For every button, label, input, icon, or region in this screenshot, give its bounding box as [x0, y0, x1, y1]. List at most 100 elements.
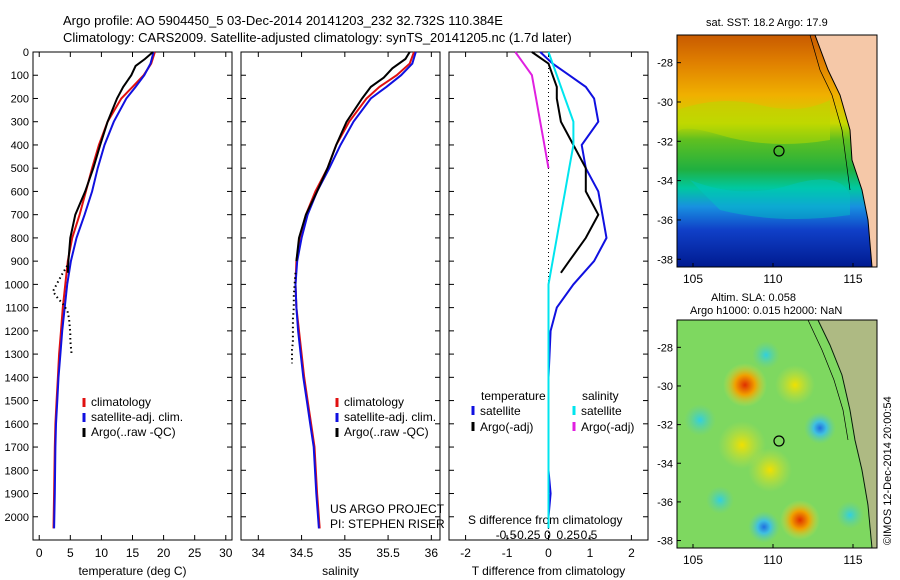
- y-tick-label: 200: [11, 93, 29, 105]
- y-tick-label: 1200: [5, 326, 29, 338]
- temperature-legend: climatology satellite-adj. clim. Argo(..…: [82, 395, 183, 439]
- y-tick-label: 1700: [5, 442, 29, 454]
- map-y-tick-label: -32: [657, 420, 673, 432]
- map-y-tick-label: -36: [657, 497, 673, 509]
- x-tick-label: 10: [95, 546, 109, 560]
- x-axis-label: T difference from climatology: [472, 564, 626, 578]
- s-difference-tick-labels: -0.5-0.25 0 0.25 0.5: [496, 528, 598, 542]
- y-tick-label: 700: [11, 210, 29, 222]
- map-y-tick-label: -38: [657, 254, 673, 266]
- s-diff-tick-label: -0.25: [513, 528, 541, 542]
- pi-label: PI: STEPHEN RISER: [330, 517, 445, 531]
- sla-land: [818, 320, 877, 548]
- y-tick-label: 2000: [5, 512, 29, 524]
- x-tick-label: 0: [545, 546, 552, 560]
- sla-low-blob: [684, 404, 716, 436]
- sst-argo-marker: [773, 145, 785, 157]
- sla-map-frame: [676, 319, 878, 549]
- salinity-panel: [240, 51, 441, 541]
- s-diff-tick-label: -0.5: [496, 528, 517, 542]
- x-axis-label: temperature (deg C): [78, 564, 186, 578]
- y-tick-label: 100: [11, 70, 29, 82]
- x-tick-label: 5: [67, 546, 74, 560]
- project-label: US ARGO PROJECT: [330, 502, 445, 516]
- y-tick-label: 300: [11, 117, 29, 129]
- legend-label-climatology: climatology: [91, 395, 151, 409]
- x-tick-label: 34.5: [290, 546, 314, 560]
- y-tick-label: 1400: [5, 372, 29, 384]
- y-tick-label: 900: [11, 256, 29, 268]
- sst-front: [690, 179, 850, 219]
- s-diff-tick-label: 0: [544, 528, 551, 542]
- y-tick-label: 1300: [5, 349, 29, 361]
- temperature-plot-frame: [32, 51, 233, 541]
- series-line: [294, 51, 417, 529]
- map-x-tick-label: 115: [843, 553, 862, 567]
- map-y-tick-label: -38: [657, 536, 673, 548]
- sst-warm-band: [677, 100, 830, 144]
- y-tick-label: 1500: [5, 396, 29, 408]
- series-line: [51, 265, 73, 355]
- x-axis-label: salinity: [322, 564, 359, 578]
- x-tick-label: 34: [252, 546, 266, 560]
- temperature-panel: [32, 51, 233, 541]
- y-tick-label: 1100: [5, 303, 29, 315]
- x-tick-label: 36: [425, 546, 439, 560]
- legend-heading-temperature: temperature: [481, 389, 546, 403]
- sla-low-blob: [836, 501, 864, 529]
- y-tick-label: 1600: [5, 419, 29, 431]
- sst-map-ticks: 105 110 115 -28 -30 -32 -34 -36 -38: [657, 58, 863, 286]
- y-tick-label: 500: [11, 163, 29, 175]
- salinity-plot-frame: [240, 51, 441, 541]
- sla-high-blob: [780, 500, 820, 540]
- sla-map-ticks: 105 110 115 -28 -30 -32 -34 -36 -38: [657, 342, 863, 567]
- x-tick-label: 0: [36, 546, 43, 560]
- map-y-tick-label: -30: [657, 97, 673, 109]
- s-diff-tick-label: 0.5: [581, 528, 598, 542]
- map-x-tick-label: 110: [763, 272, 782, 286]
- map-y-tick-label: -34: [657, 176, 673, 188]
- map-y-tick-label: -32: [657, 136, 673, 148]
- legend-label-satellite: satellite-adj. clim.: [344, 410, 436, 424]
- map-y-tick-label: -28: [657, 58, 673, 70]
- series-line: [547, 51, 575, 529]
- x-tick-label: 30: [219, 546, 233, 560]
- y-tick-label: 0: [23, 47, 29, 59]
- y-tick-label: 400: [11, 140, 29, 152]
- sla-low-blob: [752, 341, 780, 369]
- s-diff-axis-title: S difference from climatology: [468, 513, 623, 527]
- sst-map-frame: [676, 34, 878, 268]
- map-x-tick-label: 115: [843, 272, 862, 286]
- sla-yellow-blob: [775, 365, 815, 405]
- x-tick-label: 25: [188, 546, 202, 560]
- sla-coastline: [817, 320, 873, 548]
- sla-low-blob: [706, 486, 734, 514]
- legend-label-argo: Argo(..raw -QC): [344, 425, 429, 439]
- credit-label: ©IMOS 12-Dec-2014 20:00:54: [882, 396, 894, 545]
- y-tick-label: 600: [11, 186, 29, 198]
- x-tick-label: 35.5: [376, 546, 400, 560]
- sst-coastline: [814, 35, 873, 267]
- map-y-tick-label: -34: [657, 458, 673, 470]
- map-x-tick-label: 105: [683, 553, 703, 567]
- chart-content: 0100200300400500600700800900100011001200…: [5, 47, 648, 578]
- sla-shelf: [818, 320, 877, 548]
- x-tick-label: 1: [587, 546, 594, 560]
- x-tick-label: -2: [460, 546, 471, 560]
- x-tick-label: -1: [502, 546, 513, 560]
- legend-label-t-argo: Argo(-adj): [480, 420, 533, 434]
- header-line-2: Climatology: CARS2009. Satellite-adjuste…: [63, 30, 572, 45]
- y-tick-label: 800: [11, 233, 29, 245]
- sst-map-title: sat. SST: 18.2 Argo: 17.9: [706, 17, 828, 29]
- x-tick-label: 15: [126, 546, 140, 560]
- map-y-tick-label: -28: [657, 342, 673, 354]
- map-x-tick-label: 110: [763, 553, 782, 567]
- sla-isobath: [807, 320, 849, 441]
- x-tick-label: 35: [338, 546, 352, 560]
- y-tick-label: 1000: [5, 279, 29, 291]
- salinity-legend: climatology satellite-adj. clim. Argo(..…: [330, 395, 445, 531]
- y-tick-label: 1800: [5, 465, 29, 477]
- series-line: [295, 51, 411, 262]
- legend-label-satellite: satellite-adj. clim.: [91, 410, 183, 424]
